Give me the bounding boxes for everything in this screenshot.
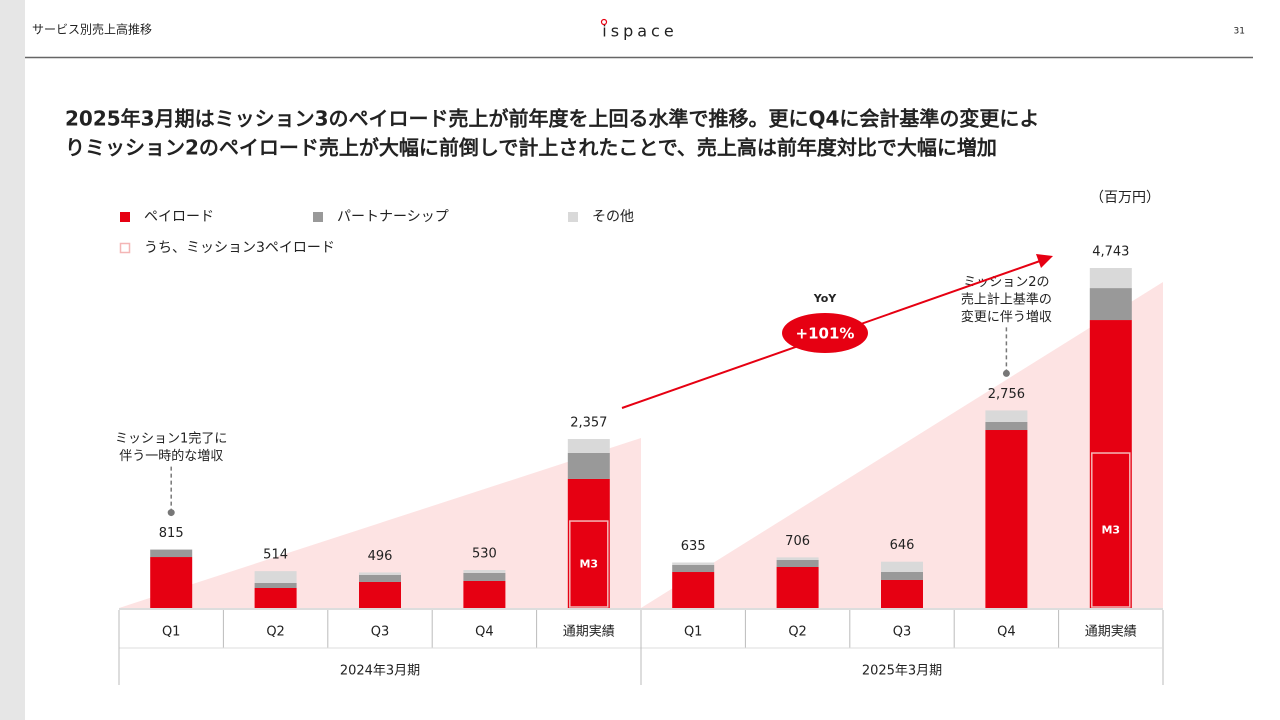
- total-label: 635: [681, 539, 706, 554]
- annotation: ミッション2の: [963, 275, 1049, 290]
- overlay-label: M3: [579, 558, 598, 571]
- bar-segment: [881, 571, 923, 580]
- bar-segment: [567, 452, 610, 479]
- group-label: 2024年3月期: [340, 664, 420, 679]
- unit-label: （百万円）: [1090, 190, 1160, 206]
- bar-segment: [359, 572, 401, 575]
- x-tick-label: Q3: [893, 625, 912, 640]
- bar-segment: [776, 557, 819, 560]
- bar-segment: [150, 557, 193, 608]
- annotation: 変更に伴う増収: [961, 309, 1052, 325]
- bar-segment: [463, 570, 506, 573]
- bar-segment: [254, 588, 297, 608]
- bar-segment: [776, 559, 819, 567]
- side-bar: [0, 0, 25, 720]
- yoy-value: +101%: [796, 325, 855, 343]
- legend-label: ペイロード: [144, 209, 214, 225]
- total-label: 2,357: [570, 416, 607, 431]
- overlay-box: [569, 520, 609, 608]
- legend-swatch: [119, 242, 131, 254]
- headline: 2025年3月期はミッション3のペイロード売上が前年度を上回る水準で推移。更にQ…: [65, 107, 1039, 131]
- x-tick-label: Q4: [997, 625, 1016, 640]
- x-tick-label: 通期実績: [563, 624, 615, 640]
- bar-segment: [567, 439, 610, 453]
- section-title: サービス別売上高推移: [32, 22, 152, 37]
- legend-swatch: [313, 212, 323, 222]
- legend-label: パートナーシップ: [337, 209, 449, 225]
- bar-segment: [1089, 320, 1132, 608]
- annotation: ミッション1完了に: [115, 432, 227, 447]
- bar-segment: [150, 549, 193, 558]
- x-tick-label: 通期実績: [1085, 624, 1137, 640]
- legend-label: うち、ミッション3ペイロード: [144, 240, 335, 256]
- bar-segment: [985, 410, 1028, 422]
- total-label: 646: [890, 538, 915, 553]
- bar-segment: [881, 579, 923, 608]
- bar-segment: [254, 571, 297, 583]
- bar-segment: [463, 572, 506, 581]
- page-number: 31: [1234, 27, 1245, 37]
- x-tick-label: Q2: [788, 625, 807, 640]
- bar-segment: [985, 430, 1028, 608]
- group-label: 2025年3月期: [862, 664, 942, 679]
- trend-shade: [641, 282, 1163, 608]
- annotation-dot: [1002, 369, 1010, 377]
- yoy-label: YoY: [813, 292, 838, 305]
- bar-segment: [567, 478, 610, 608]
- bar-segment: [254, 582, 297, 588]
- total-label: 4,743: [1092, 245, 1129, 260]
- annotation-dot: [167, 509, 175, 517]
- bar-segment: [1089, 288, 1132, 321]
- bar-segment: [672, 564, 715, 573]
- total-label: 2,756: [988, 387, 1025, 402]
- x-tick-label: Q2: [266, 625, 285, 640]
- bar-segment: [776, 566, 819, 608]
- x-tick-label: Q1: [684, 625, 703, 640]
- logo: ispace: [602, 22, 677, 41]
- bar-segment: [881, 561, 923, 572]
- yoy-badge: [782, 313, 868, 353]
- total-label: 496: [368, 549, 393, 564]
- bar-segment: [359, 574, 401, 582]
- bar-segment: [985, 421, 1028, 431]
- total-label: 815: [159, 526, 184, 541]
- total-label: 530: [472, 547, 497, 562]
- overlay-box: [1091, 452, 1131, 608]
- total-label: 706: [785, 534, 810, 549]
- bar-segment: [1089, 268, 1132, 289]
- legend-swatch: [568, 212, 578, 222]
- x-tick-label: Q4: [475, 625, 494, 640]
- x-tick-label: Q1: [162, 625, 181, 640]
- bar-segment: [359, 581, 401, 608]
- total-label: 514: [263, 548, 288, 563]
- x-tick-label: Q3: [371, 625, 390, 640]
- overlay-label: M3: [1101, 524, 1120, 537]
- legend-label: その他: [592, 209, 634, 225]
- logo-dot: [600, 18, 608, 26]
- bar-segment: [672, 572, 715, 608]
- annotation: 売上計上基準の: [961, 291, 1052, 307]
- annotation: 伴う一時的な増収: [119, 448, 223, 464]
- bar-segment: [672, 562, 715, 565]
- headline: りミッション2のペイロード売上が大幅に前倒しで計上されたことで、売上高は前年度対…: [65, 136, 997, 160]
- trend-shade: [119, 438, 641, 608]
- legend-swatch: [120, 212, 130, 222]
- bar-segment: [463, 580, 506, 608]
- arrow-head: [1036, 254, 1053, 268]
